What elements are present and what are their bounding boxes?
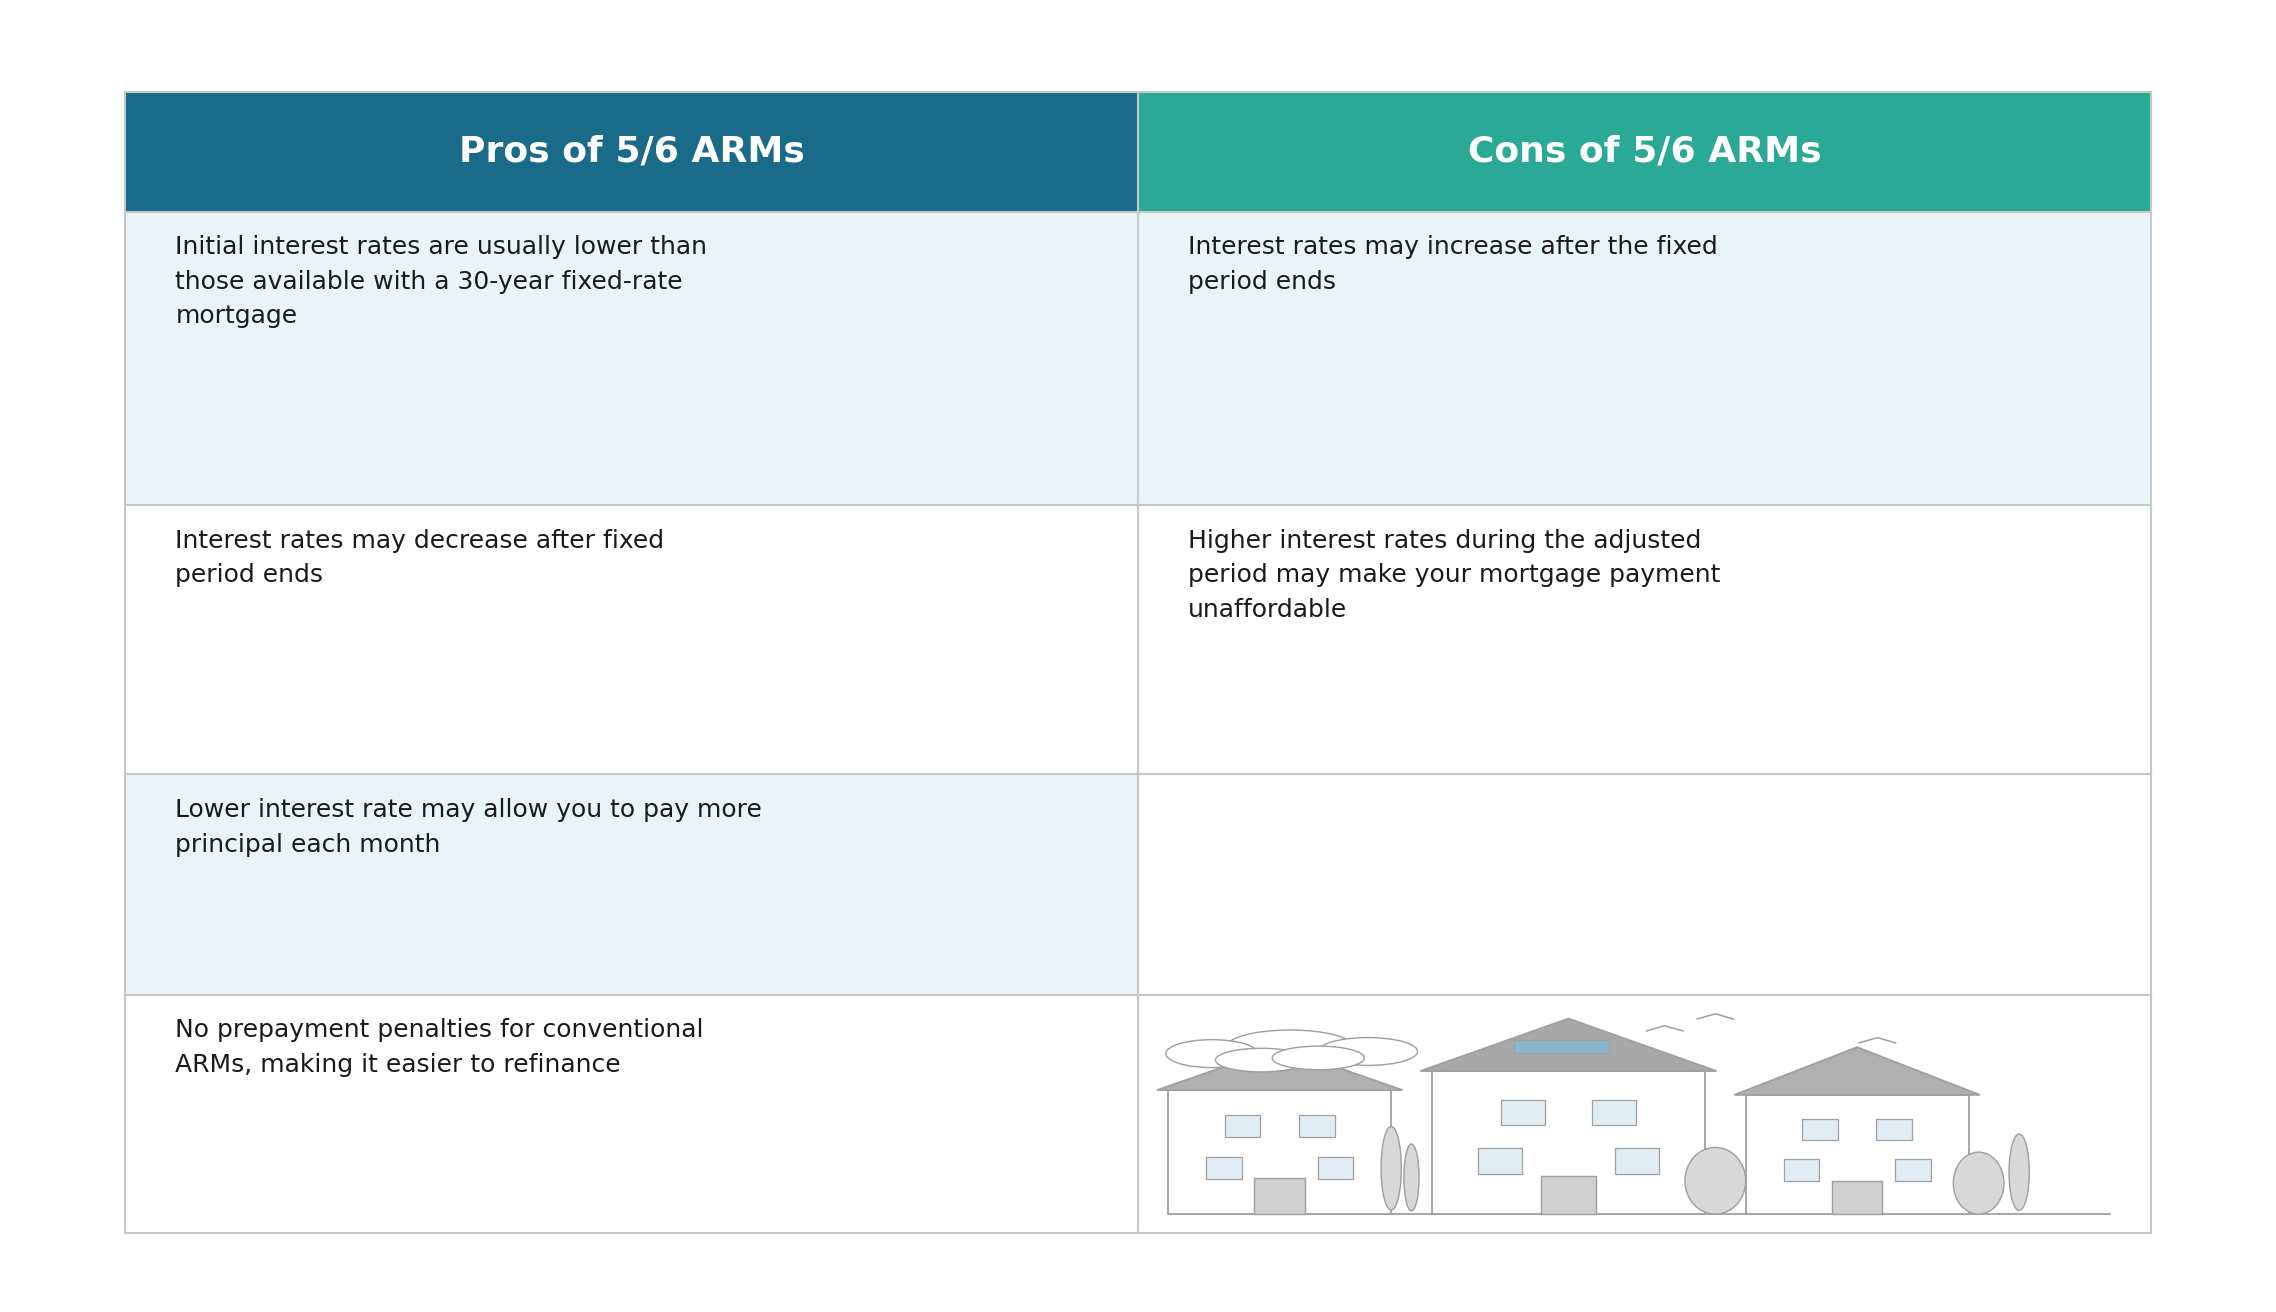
Bar [1541,1176,1595,1214]
Bar [1432,1071,1705,1214]
Text: Pros of 5/6 ARMs: Pros of 5/6 ARMs [460,135,803,169]
Bar [1168,1090,1391,1214]
Bar [125,505,1138,774]
Ellipse shape [1272,1046,1363,1069]
Bar [1514,1039,1609,1052]
Ellipse shape [1382,1127,1402,1210]
Bar [125,994,1138,1233]
Bar [1300,1115,1334,1138]
Ellipse shape [2010,1134,2030,1211]
Text: Interest rates may increase after the fixed
period ends: Interest rates may increase after the fi… [1188,235,1718,294]
Bar [125,774,1138,994]
Ellipse shape [1227,1030,1354,1064]
Bar [1616,1148,1659,1174]
Bar [125,211,1138,505]
Bar [1318,1157,1354,1179]
Bar [1138,92,2151,211]
Bar [125,92,1138,211]
Polygon shape [1156,1047,1402,1090]
Bar [1784,1160,1819,1181]
Bar [1138,505,2151,774]
Text: Lower interest rate may allow you to pay more
principal each month: Lower interest rate may allow you to pay… [175,798,762,857]
Text: Initial interest rates are usually lower than
those available with a 30-year fix: Initial interest rates are usually lower… [175,235,708,328]
Bar [1138,774,2151,994]
Bar [1224,1115,1261,1138]
Bar [1138,994,2151,1233]
Ellipse shape [1215,1048,1309,1072]
Bar [1896,1160,1930,1181]
Ellipse shape [1953,1152,2003,1214]
Bar [1803,1119,1837,1140]
Bar [1832,1181,1882,1214]
Bar [1138,211,2151,505]
Text: No prepayment penalties for conventional
ARMs, making it easier to refinance: No prepayment penalties for conventional… [175,1018,703,1077]
Ellipse shape [1165,1039,1259,1068]
Text: Higher interest rates during the adjusted
period may make your mortgage payment
: Higher interest rates during the adjuste… [1188,529,1721,622]
Ellipse shape [1318,1038,1418,1065]
Polygon shape [1734,1047,1980,1096]
Bar [1875,1119,1912,1140]
Bar [1746,1096,1969,1214]
Text: Interest rates may decrease after fixed
period ends: Interest rates may decrease after fixed … [175,529,665,588]
Ellipse shape [1404,1144,1418,1211]
Bar [1477,1148,1523,1174]
Ellipse shape [1684,1148,1746,1214]
Bar [1254,1178,1304,1214]
Bar [125,92,2151,1233]
Text: Cons of 5/6 ARMs: Cons of 5/6 ARMs [1468,135,1821,169]
Polygon shape [1420,1018,1716,1071]
Bar [1500,1099,1545,1126]
Bar [1206,1157,1243,1179]
Bar [1593,1099,1636,1126]
